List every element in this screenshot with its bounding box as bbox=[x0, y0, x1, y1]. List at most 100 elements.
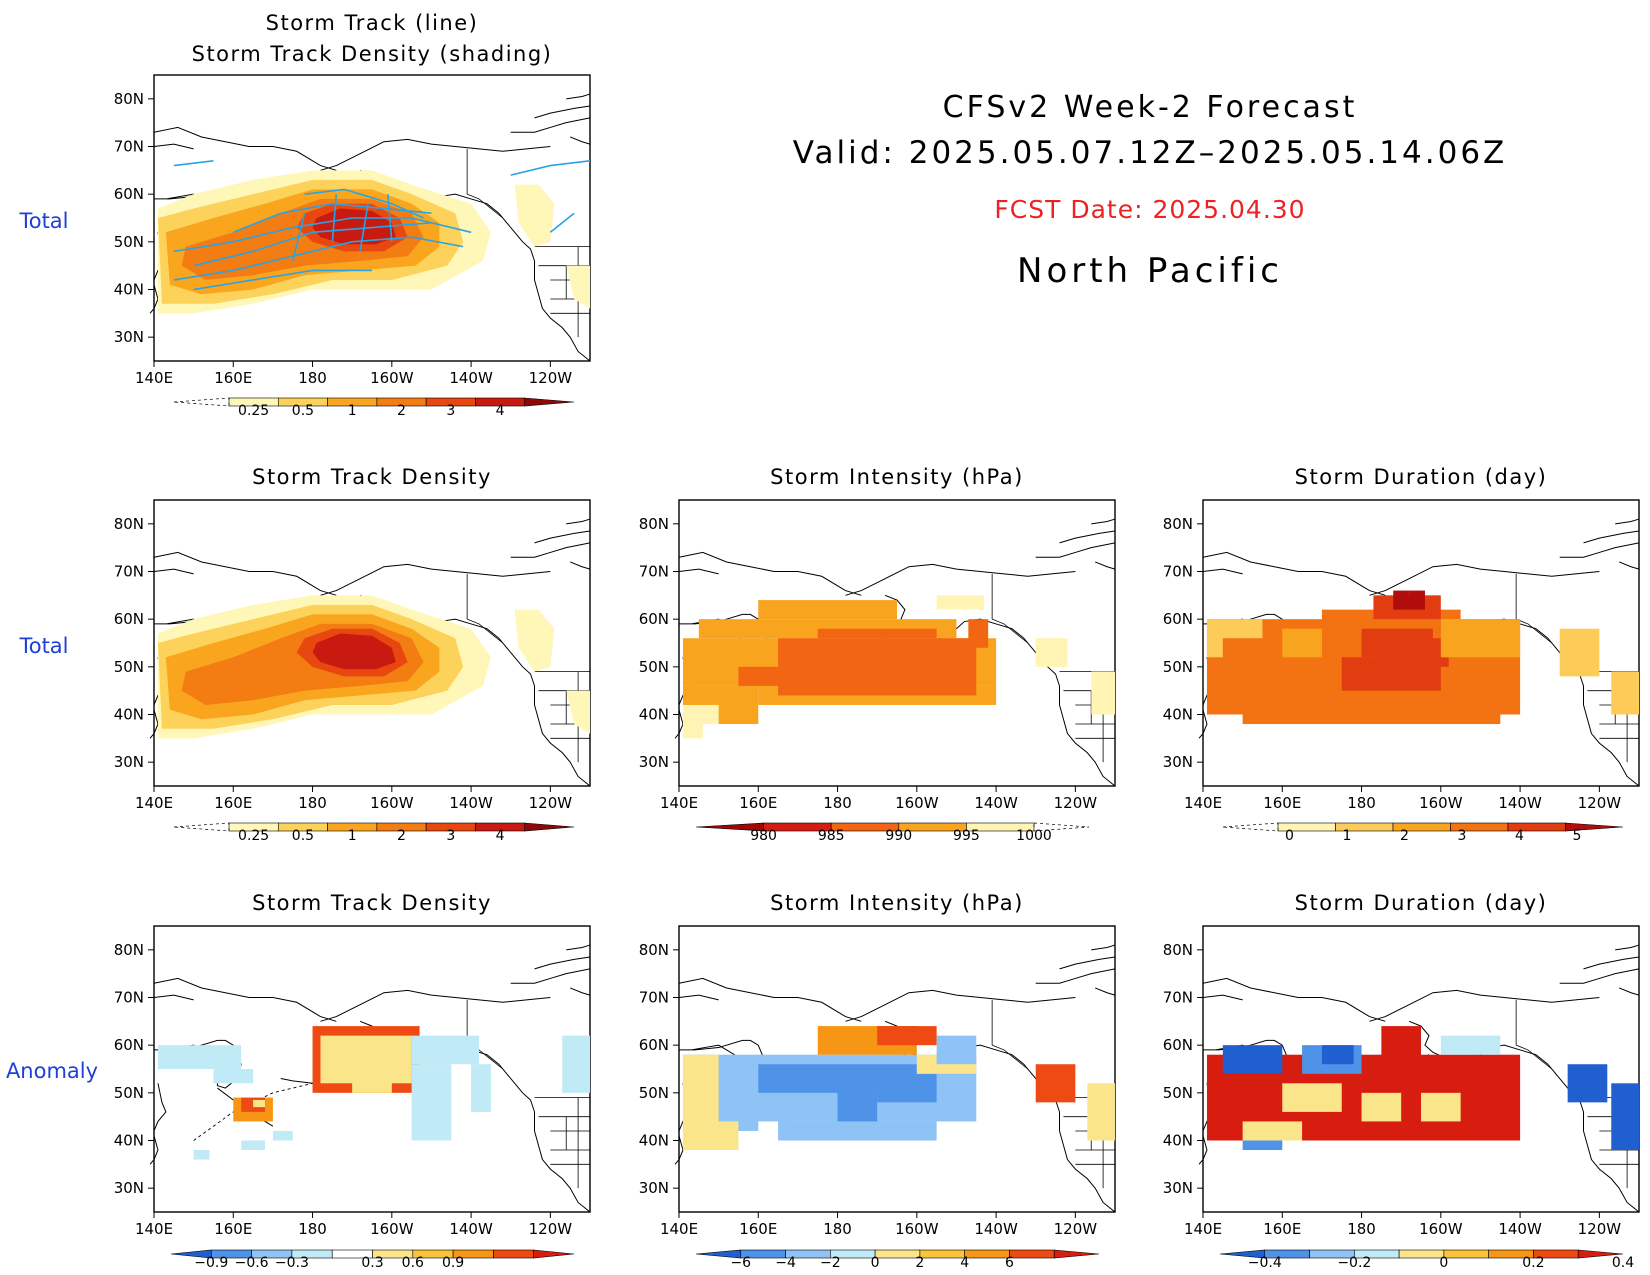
coastline bbox=[1035, 542, 1116, 558]
colorbar-label: 6 bbox=[1005, 1255, 1014, 1271]
x-tick-label: 120W bbox=[1054, 1220, 1098, 1238]
colorbar-label: 2 bbox=[915, 1255, 924, 1271]
colorbar: −6 −4 −2 0 2 4 6 bbox=[695, 1249, 1100, 1271]
colorbar-box bbox=[493, 1249, 534, 1259]
duration-anomaly-field-cell bbox=[1421, 1092, 1461, 1122]
colorbar-box bbox=[1009, 1249, 1055, 1259]
border bbox=[991, 1044, 1029, 1070]
panel-title: Storm Track (line) bbox=[266, 11, 479, 35]
intensity-field-cell bbox=[738, 666, 779, 686]
duration-field-cell bbox=[1222, 638, 1283, 715]
coastline bbox=[1202, 977, 1386, 1022]
coastline bbox=[153, 143, 194, 150]
row-label-total-1: Total bbox=[18, 209, 68, 233]
colorbar-label: 0.2 bbox=[1522, 1255, 1544, 1271]
x-tick-label: 180 bbox=[1347, 794, 1376, 812]
y-tick-label: 40N bbox=[114, 281, 144, 299]
y-tick-label: 80N bbox=[114, 515, 144, 533]
colorbar-label: 0.5 bbox=[292, 828, 314, 844]
storm-track-line bbox=[549, 212, 575, 233]
colorbar-label: 0.4 bbox=[1612, 1255, 1634, 1271]
plot-frame bbox=[678, 925, 1116, 1213]
y-tick-label: 50N bbox=[114, 1084, 144, 1102]
coastline bbox=[1369, 563, 1600, 596]
storm-track-line bbox=[193, 221, 432, 267]
intensity-field-cell bbox=[936, 595, 985, 610]
colorbar-label: 0.9 bbox=[442, 1255, 464, 1271]
duration-anomaly-field-cell bbox=[1440, 1035, 1501, 1055]
coastline bbox=[320, 563, 551, 596]
coastline bbox=[320, 138, 551, 171]
y-tick-label: 70N bbox=[114, 989, 144, 1007]
duration-field bbox=[1206, 590, 1639, 725]
y-tick-label: 50N bbox=[114, 658, 144, 676]
coastline bbox=[1618, 987, 1640, 996]
coastline bbox=[1091, 944, 1116, 951]
colorbar-end-dashed bbox=[173, 397, 230, 407]
coastline bbox=[153, 551, 337, 596]
coastline bbox=[153, 977, 337, 1022]
storm-track-lines bbox=[173, 160, 591, 291]
y-tick-label: 30N bbox=[1163, 1179, 1193, 1197]
storm-track-line bbox=[232, 202, 432, 234]
border bbox=[991, 618, 1029, 644]
colorbar-end bbox=[524, 822, 575, 832]
x-tick-label: 140E bbox=[135, 369, 173, 387]
x-tick-label: 160E bbox=[739, 794, 777, 812]
y-tick-label: 80N bbox=[639, 941, 669, 959]
y-tick-label: 30N bbox=[114, 328, 144, 346]
x-tick-label: 180 bbox=[298, 1220, 327, 1238]
colorbar-label: 985 bbox=[818, 828, 845, 844]
colorbar-label: 0.5 bbox=[292, 403, 314, 419]
x-tick-label: 180 bbox=[298, 794, 327, 812]
y-tick-label: 40N bbox=[1163, 706, 1193, 724]
storm-track-line bbox=[173, 217, 472, 253]
x-tick-label: 160E bbox=[214, 369, 252, 387]
intensity-field-cell bbox=[758, 600, 897, 620]
colorbar-label: 4 bbox=[496, 403, 505, 419]
density-coastal-patch-2 bbox=[566, 265, 590, 309]
y-tick-label: 30N bbox=[114, 1179, 144, 1197]
y-tick-label: 60N bbox=[1163, 610, 1193, 628]
panel-title: Storm Duration (day) bbox=[1295, 465, 1548, 489]
intensity-field bbox=[682, 595, 1115, 739]
x-tick-label: 120W bbox=[1054, 794, 1098, 812]
region-title: North Pacific bbox=[1017, 251, 1283, 291]
duration-field-cell bbox=[1381, 638, 1449, 667]
density-anomaly-field-cell bbox=[253, 1099, 265, 1108]
colorbar-label: 980 bbox=[750, 828, 777, 844]
intensity-field-cell bbox=[1091, 671, 1115, 715]
x-tick-label: 160W bbox=[370, 794, 414, 812]
colorbar-label: 0.25 bbox=[238, 403, 269, 419]
colorbar-label: 5 bbox=[1573, 828, 1582, 844]
coastline bbox=[569, 561, 591, 570]
duration-anomaly-field-cell bbox=[1381, 1026, 1421, 1065]
coastline bbox=[1618, 561, 1640, 570]
intensity-anomaly-field-cell bbox=[682, 1121, 739, 1151]
coastline bbox=[1198, 709, 1208, 739]
duration-field-cell bbox=[1440, 619, 1521, 658]
coastline bbox=[149, 284, 159, 314]
colorbar: −0.4 −0.2 0 0.2 0.4 bbox=[1219, 1249, 1634, 1271]
duration-anomaly-field-cell bbox=[1361, 1092, 1402, 1122]
colorbar-end bbox=[533, 1249, 575, 1259]
colorbar: −0.9 −0.6 −0.3 0.3 0.6 0.9 bbox=[170, 1249, 575, 1271]
colorbar-label: 1 bbox=[348, 403, 357, 419]
colorbar: 0.25 0.5 1 2 3 4 bbox=[173, 822, 575, 844]
storm-track-line bbox=[359, 203, 369, 252]
intensity-field-cell bbox=[968, 619, 989, 648]
plot-frame bbox=[1202, 499, 1640, 787]
duration-anomaly-field-cell bbox=[1611, 1083, 1639, 1151]
y-tick-label: 60N bbox=[114, 185, 144, 203]
x-tick-label: 140W bbox=[1498, 1220, 1542, 1238]
coastline bbox=[678, 994, 719, 1001]
intensity-anomaly-field-cell bbox=[877, 1026, 917, 1046]
coastline bbox=[153, 126, 337, 171]
colorbar-label: 2 bbox=[1400, 828, 1409, 844]
y-tick-label: 30N bbox=[114, 753, 144, 771]
intensity-anomaly-field-cell bbox=[877, 1073, 937, 1103]
colorbar-label: −0.9 bbox=[194, 1255, 228, 1271]
x-tick-label: 120W bbox=[529, 794, 573, 812]
duration-field-cell bbox=[1559, 628, 1600, 677]
